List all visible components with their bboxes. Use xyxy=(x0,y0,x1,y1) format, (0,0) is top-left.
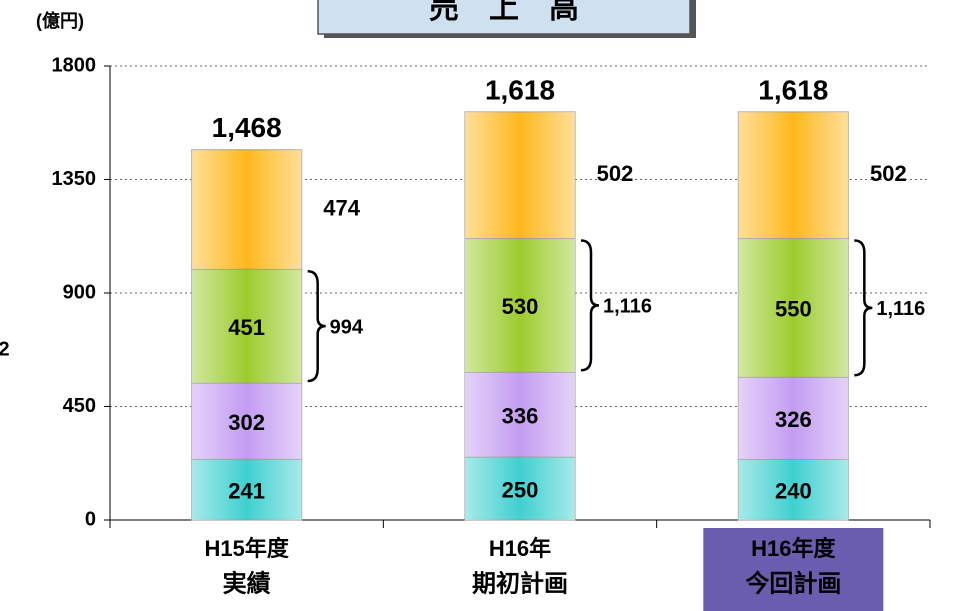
bar-shine xyxy=(738,238,849,378)
total-label: 1,468 xyxy=(212,112,282,143)
bar-shine xyxy=(465,238,575,373)
value-label: 474 xyxy=(323,195,360,220)
subtotal-label: 1,116 xyxy=(603,296,652,318)
unit-label: (億円) xyxy=(36,10,84,31)
bar-shine xyxy=(465,456,575,520)
y-tick-label: 900 xyxy=(63,281,96,303)
brace xyxy=(854,239,873,377)
bar-shine xyxy=(191,383,302,460)
bar-shine xyxy=(191,459,302,520)
value-label: 336 xyxy=(502,403,539,428)
value-label: 240 xyxy=(775,479,812,504)
x-tick-label: H15年度 xyxy=(204,536,289,561)
brace xyxy=(307,270,326,383)
brace xyxy=(580,239,600,372)
bar-shine xyxy=(465,111,575,239)
value-label: 250 xyxy=(502,477,539,502)
category-highlight xyxy=(703,528,884,611)
bar-shine xyxy=(465,372,575,457)
x-tick-sublabel: 今回計画 xyxy=(745,569,841,597)
total-label: 1,618 xyxy=(485,74,555,105)
y-tick-label: 1350 xyxy=(52,168,97,190)
annotation: 2 xyxy=(0,338,10,360)
bar-shine xyxy=(738,111,849,239)
y-tick-label: 450 xyxy=(63,395,96,417)
value-label: 502 xyxy=(597,161,634,186)
subtotal-label: 1,116 xyxy=(876,298,925,320)
x-tick-sublabel: 実績 xyxy=(223,569,271,597)
value-label: 502 xyxy=(870,161,907,186)
x-tick-label: H16年度 xyxy=(751,536,836,561)
title-box xyxy=(317,0,691,35)
bar-shine xyxy=(191,269,302,384)
value-label: 302 xyxy=(228,410,265,435)
subtotal-label: 994 xyxy=(330,316,364,338)
value-label: 326 xyxy=(775,407,812,432)
bar-shine xyxy=(191,149,302,270)
value-label: 241 xyxy=(228,478,265,503)
total-label: 1,618 xyxy=(758,74,828,105)
value-label: 550 xyxy=(775,297,812,322)
x-tick-label: H16年 xyxy=(489,536,551,561)
value-label: 451 xyxy=(228,315,265,340)
y-tick-label: 1800 xyxy=(52,54,97,76)
value-label: 530 xyxy=(502,294,539,319)
chart-title: 売 上 高 xyxy=(429,0,579,25)
bar-shine xyxy=(738,459,849,520)
bar-shine xyxy=(738,377,849,460)
x-tick-sublabel: 期初計画 xyxy=(472,569,568,597)
y-tick-label: 0 xyxy=(85,508,96,530)
